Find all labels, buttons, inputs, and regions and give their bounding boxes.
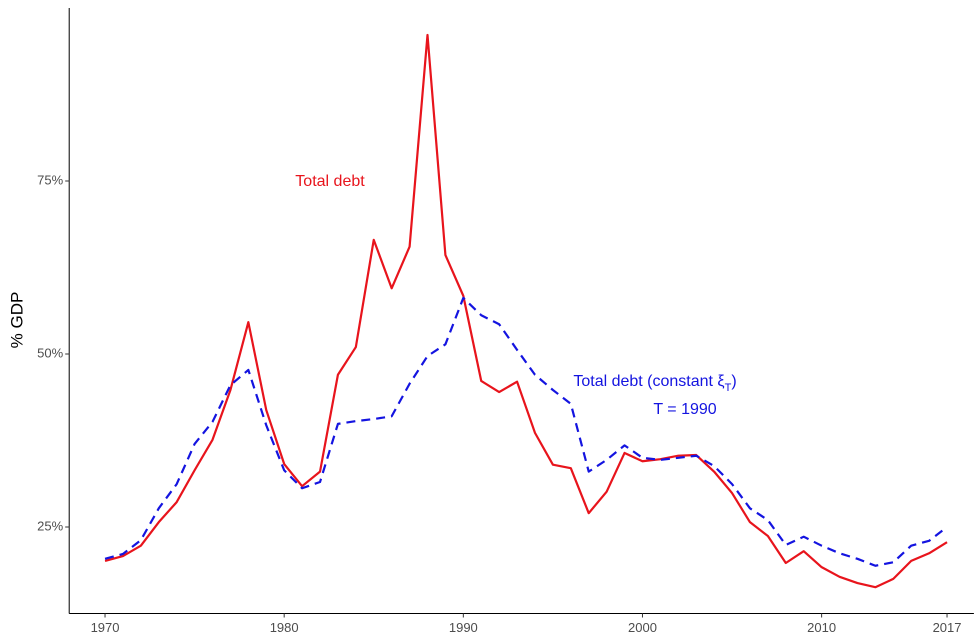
- y-tick-label: 75%: [37, 172, 63, 187]
- x-tick-label: 2000: [628, 620, 657, 635]
- y-tick-label: 50%: [37, 345, 63, 360]
- annotation-part: Total debt (constant ξ: [573, 373, 724, 390]
- series-line: [104, 33, 948, 589]
- annotation-part: T = 1990: [653, 401, 716, 418]
- x-tick-label: 2010: [807, 620, 836, 635]
- annotation: T = 1990: [653, 401, 716, 418]
- y-axis-label: % GDP: [7, 292, 26, 349]
- annotation: Total debt: [295, 173, 365, 190]
- annotation-part: ): [731, 373, 736, 390]
- x-tick-label: 1990: [449, 620, 478, 635]
- y-tick-label: 25%: [37, 518, 63, 533]
- x-tick-label: 1980: [270, 620, 299, 635]
- series-line: [104, 296, 948, 567]
- annotation-part: T: [725, 382, 732, 394]
- annotation: Total debt (constant ξT): [573, 373, 736, 394]
- x-tick-label: 1970: [91, 620, 120, 635]
- x-tick-label: 2017: [933, 620, 962, 635]
- annotation-part: Total debt: [295, 173, 365, 190]
